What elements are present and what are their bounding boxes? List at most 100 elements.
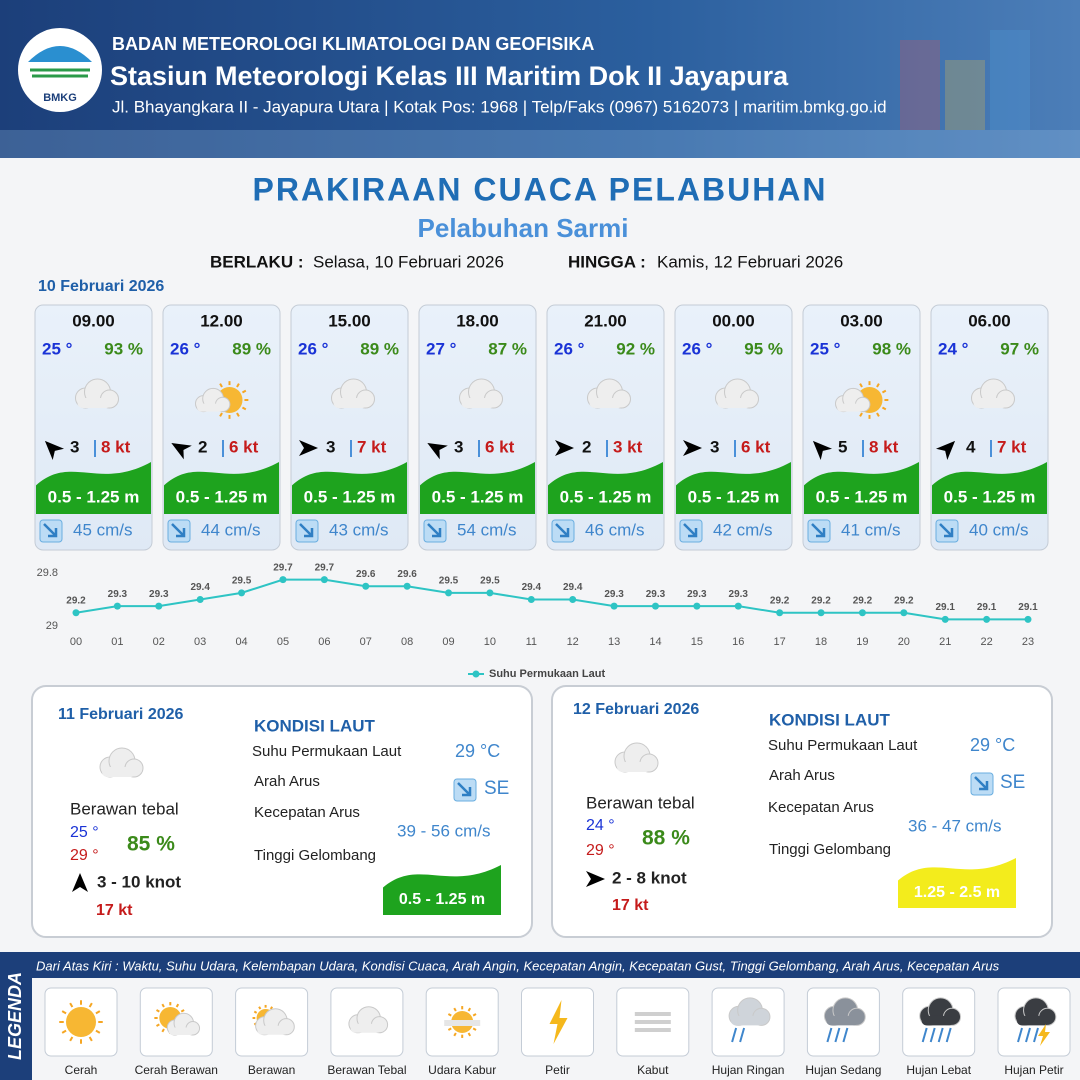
legend-item-label: Udara Kabur bbox=[428, 1063, 496, 1077]
data-label: 29.6 bbox=[356, 569, 376, 580]
sst-point bbox=[113, 602, 121, 610]
wind: 2 - 8 knot bbox=[612, 868, 687, 887]
card-temp: 25 ° bbox=[42, 339, 73, 358]
sun-disc bbox=[66, 1007, 96, 1037]
direction-arrow bbox=[44, 440, 65, 461]
card-temp: 26 ° bbox=[682, 339, 713, 358]
humidity: 88 % bbox=[642, 827, 690, 850]
current-speed: 40 cm/s bbox=[969, 520, 1029, 539]
sea_title: KONDISI LAUT bbox=[769, 710, 891, 729]
sun-ray bbox=[876, 383, 880, 388]
dir: SE bbox=[484, 778, 509, 799]
data-label: 29.2 bbox=[853, 595, 873, 606]
validity-from: Selasa, 10 Februari 2026 bbox=[313, 252, 504, 271]
day-date: 10 Februari 2026 bbox=[38, 278, 164, 295]
wave-height: 0.5 - 1.25 m bbox=[944, 487, 1036, 506]
current-icon-arrow bbox=[171, 523, 186, 538]
gust-speed: 8 kt bbox=[101, 437, 131, 456]
cloud-icon bbox=[823, 997, 866, 1026]
cloud-icon bbox=[99, 747, 144, 778]
sst-point bbox=[734, 602, 742, 610]
legend-title: LEGENDA bbox=[5, 972, 25, 1060]
legend-label: Suhu Permukaan Laut bbox=[489, 668, 605, 680]
card-humidity: 87 % bbox=[488, 339, 527, 358]
gust-speed: 7 kt bbox=[357, 437, 387, 456]
card-temp: 24 ° bbox=[938, 339, 969, 358]
card-humidity: 97 % bbox=[1000, 339, 1039, 358]
gust-speed: 6 kt bbox=[229, 437, 259, 456]
wave-area bbox=[420, 462, 535, 514]
station: Stasiun Meteorologi Kelas III Maritim Do… bbox=[110, 61, 789, 91]
gust-speed: 3 kt bbox=[613, 437, 643, 456]
current-icon-arrow bbox=[683, 523, 698, 538]
x-tick-label: 04 bbox=[235, 636, 247, 648]
rain bbox=[826, 1027, 833, 1043]
current-icon-arrow bbox=[811, 523, 826, 538]
temp_min: 24 ° bbox=[586, 817, 615, 834]
rain bbox=[937, 1027, 944, 1043]
sst-point bbox=[776, 609, 784, 617]
sst-line bbox=[75, 578, 1028, 621]
speed_label: Kecepatan Arus bbox=[768, 799, 874, 816]
current-speed: 43 cm/s bbox=[329, 520, 389, 539]
data-label: 29.5 bbox=[232, 576, 252, 587]
header-band bbox=[0, 0, 1080, 158]
data-label: 29.1 bbox=[935, 602, 955, 613]
sun-ray bbox=[258, 1006, 262, 1010]
legend-description: Dari Atas Kiri : Waktu, Suhu Udara, Kele… bbox=[36, 958, 1000, 973]
sst-point bbox=[693, 602, 701, 610]
cloud-part bbox=[257, 1025, 288, 1035]
validity-label: BERLAKU : bbox=[210, 252, 304, 271]
sst_label: Suhu Permukaan Laut bbox=[768, 737, 918, 754]
sun-ray bbox=[175, 1003, 180, 1008]
sun-ray bbox=[241, 406, 247, 411]
legend-item-label: Hujan Sedang bbox=[805, 1063, 881, 1077]
current-speed: 46 cm/s bbox=[585, 520, 645, 539]
sst-point bbox=[155, 602, 163, 610]
wave_label: Tinggi Gelombang bbox=[254, 847, 376, 864]
data-label: 29.7 bbox=[315, 562, 335, 573]
wave-area bbox=[898, 858, 1016, 908]
data-label: 29.3 bbox=[604, 589, 624, 600]
sst-point bbox=[817, 609, 825, 617]
rain bbox=[921, 1027, 928, 1043]
sst-point bbox=[941, 615, 949, 623]
x-tick-label: 16 bbox=[732, 636, 744, 648]
x-tick-label: 02 bbox=[153, 636, 165, 648]
sun-ray bbox=[472, 1027, 477, 1031]
haze bbox=[444, 1020, 481, 1026]
rain bbox=[1025, 1027, 1031, 1043]
sst-point bbox=[362, 582, 370, 590]
data-label: 29.3 bbox=[646, 589, 666, 600]
card-time: 00.00 bbox=[712, 311, 755, 330]
sun-ray bbox=[161, 1028, 165, 1033]
current-speed: 42 cm/s bbox=[713, 520, 773, 539]
current-icon-arrow bbox=[43, 523, 58, 538]
data-label: 29.3 bbox=[729, 589, 749, 600]
sun-ray bbox=[447, 1027, 452, 1031]
cloud-icon bbox=[971, 378, 1015, 409]
cloud-icon bbox=[919, 997, 962, 1026]
wind-speed: 3 bbox=[454, 437, 463, 456]
sun-ray bbox=[161, 1003, 165, 1008]
x-tick-label: 12 bbox=[567, 636, 579, 648]
card-time: 09.00 bbox=[72, 311, 115, 330]
gust: 17 kt bbox=[96, 902, 133, 919]
sst-point bbox=[569, 596, 577, 603]
current-speed: 45 cm/s bbox=[73, 520, 133, 539]
wave-area bbox=[36, 462, 151, 514]
wave-height: 0.5 - 1.25 m bbox=[48, 487, 140, 506]
speed_label: Kecepatan Arus bbox=[254, 804, 360, 821]
wind-speed: 4 bbox=[966, 437, 976, 456]
legend-item-label: Kabut bbox=[637, 1063, 669, 1077]
sun-ray bbox=[453, 1032, 457, 1037]
fog bbox=[634, 1012, 671, 1016]
cloud-icon bbox=[614, 742, 659, 773]
x-tick-label: 03 bbox=[194, 636, 206, 648]
sst_label: Suhu Permukaan Laut bbox=[252, 743, 402, 760]
sun-ray bbox=[447, 1013, 452, 1017]
sst-point bbox=[279, 576, 287, 584]
cloud-icon bbox=[1014, 997, 1057, 1026]
wave-area bbox=[804, 462, 919, 514]
day-date: 12 Februari 2026 bbox=[573, 701, 699, 718]
